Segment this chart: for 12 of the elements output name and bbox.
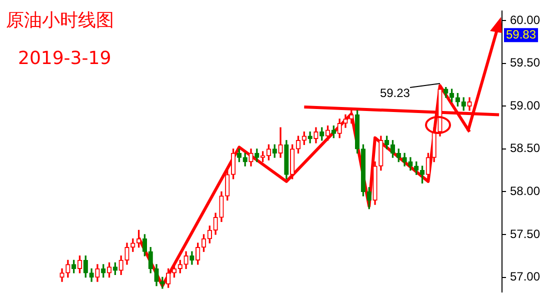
text: 2019-3-19 [18,48,112,69]
y-tick-label: 59.50 [510,56,540,70]
y-tick-label: 57.50 [510,226,540,241]
y-tick-label: 58.00 [510,184,540,198]
candlestick [308,131,312,144]
annotation: 59.23 [380,86,410,100]
chart-title: 原油小时线图 [6,9,114,32]
y-tick-label: 57.00 [510,270,540,284]
annotation: 59.83 [506,27,536,42]
y-tick-label: 58.50 [510,141,540,156]
y-tick-label: 59.00 [510,98,540,112]
y-tick-label: 60.00 [510,12,540,27]
